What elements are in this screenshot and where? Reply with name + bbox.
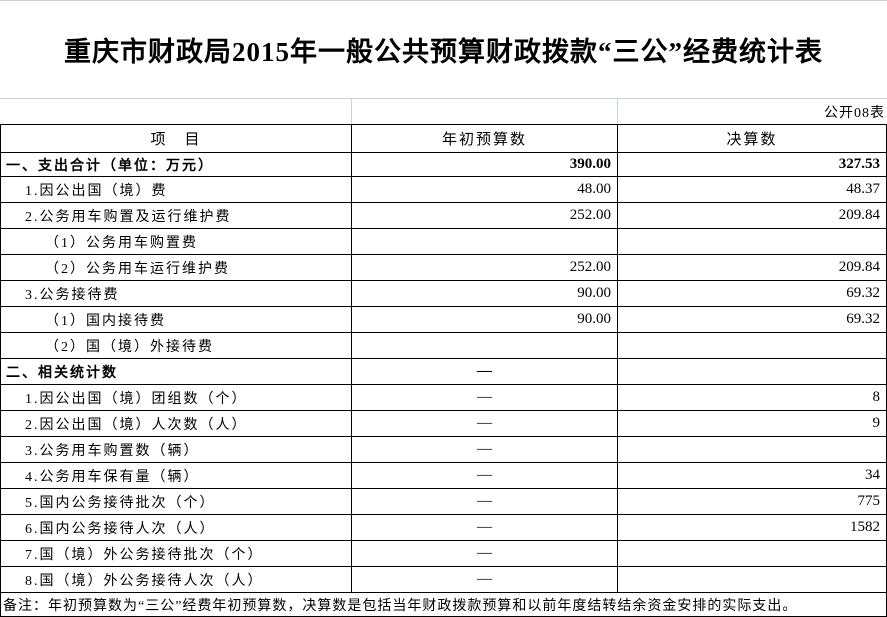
row-label: 1.因公出国（境）团组数（个） (1, 385, 352, 410)
final-value (618, 567, 886, 592)
table-row: （2）国（境）外接待费 (1, 333, 886, 359)
final-value: 69.32 (846, 285, 880, 301)
budget-value: — (352, 489, 618, 514)
final-value (618, 333, 886, 358)
table-row: 2.因公出国（境）人次数（人） — 9 (1, 411, 886, 437)
table-row: 二、相关统计数 — (1, 359, 886, 385)
pretable-cell-empty (352, 99, 618, 124)
row-label: 一、支出合计（单位：万元） (1, 153, 352, 176)
table-row: 2.公务用车购置及运行维护费 252.00 209.84 (1, 203, 886, 229)
budget-value: — (352, 411, 618, 436)
row-label: 5.国内公务接待批次（个） (1, 489, 352, 514)
final-value: 34 (865, 467, 880, 483)
row-label: （1）公务用车购置费 (1, 229, 352, 254)
table-row: （1）公务用车购置费 (1, 229, 886, 255)
row-label: 二、相关统计数 (1, 359, 352, 384)
table-row: 3.公务接待费 90.00 69.32 (1, 281, 886, 307)
table-row: 一、支出合计（单位：万元） 390.00 327.53 (1, 153, 886, 177)
row-label: 6.国内公务接待人次（人） (1, 515, 352, 540)
budget-value: — (352, 541, 618, 566)
budget-value: — (352, 463, 618, 488)
budget-value: 90.00 (352, 307, 618, 332)
row-label: （1）国内接待费 (1, 307, 352, 332)
pretable-cell-empty (0, 99, 352, 124)
pretable-gridline-row: 公开08表 (0, 98, 887, 124)
budget-value: — (352, 385, 618, 410)
header-final-column: 决算数 (726, 132, 778, 148)
table-row: （1）国内接待费 90.00 69.32 (1, 307, 886, 333)
budget-value: 390.00 (352, 153, 618, 176)
budget-value: 252.00 (352, 255, 618, 280)
final-value: 69.32 (846, 311, 880, 327)
table-code-label: 公开08表 (824, 105, 885, 121)
row-label: （2）公务用车运行维护费 (1, 255, 352, 280)
table-row: （2）公务用车运行维护费 252.00 209.84 (1, 255, 886, 281)
budget-value: 90.00 (352, 281, 618, 306)
table-header-row: 项 目 年初预算数 决算数 (1, 125, 886, 153)
budget-value: 252.00 (352, 203, 618, 228)
final-value: 48.37 (846, 181, 880, 197)
table-rows: 一、支出合计（单位：万元） 390.00 327.53 1.因公出国（境）费 48.00… (1, 153, 886, 593)
row-label: 1.因公出国（境）费 (1, 177, 352, 202)
table-row: 3.公务用车购置数（辆） — (1, 437, 886, 463)
table-row: 5.国内公务接待批次（个） — 775 (1, 489, 886, 515)
row-label: 7.国（境）外公务接待批次（个） (1, 541, 352, 566)
budget-value: — (352, 515, 618, 540)
header-budget-column: 年初预算数 (352, 125, 618, 152)
final-value: 775 (857, 493, 881, 509)
final-value: 9 (872, 415, 881, 431)
row-label: 3.公务用车购置数（辆） (1, 437, 352, 462)
final-value: 1582 (850, 519, 880, 535)
row-label: 2.因公出国（境）人次数（人） (1, 411, 352, 436)
row-label: 2.公务用车购置及运行维护费 (1, 203, 352, 228)
final-value: 327.53 (838, 156, 880, 172)
budget-value: 48.00 (352, 177, 618, 202)
budget-value: — (352, 437, 618, 462)
final-value (618, 541, 886, 566)
table-row: 1.因公出国（境）费 48.00 48.37 (1, 177, 886, 203)
row-label: 8.国（境）外公务接待人次（人） (1, 567, 352, 592)
final-value: 8 (872, 389, 881, 405)
row-label: 4.公务用车保有量（辆） (1, 463, 352, 488)
row-label: 3.公务接待费 (1, 281, 352, 306)
footnote-text: 备注：年初预算数为“三公”经费年初预算数，决算数是包括当年财政拨款预算和以前年度… (3, 599, 798, 614)
row-label: （2）国（境）外接待费 (1, 333, 352, 358)
table-row: 4.公务用车保有量（辆） — 34 (1, 463, 886, 489)
final-value: 209.84 (838, 207, 880, 223)
table-row: 8.国（境）外公务接待人次（人） — (1, 567, 886, 593)
footnote-row: 备注：年初预算数为“三公”经费年初预算数，决算数是包括当年财政拨款预算和以前年度… (1, 593, 886, 616)
header-item-column: 项 目 (1, 125, 352, 152)
final-value (618, 359, 886, 384)
final-value (618, 437, 886, 462)
budget-value: — (352, 359, 618, 384)
expense-table: 项 目 年初预算数 决算数 一、支出合计（单位：万元） 390.00 327.53 1… (0, 124, 887, 617)
final-value (618, 229, 886, 254)
page-title: 重庆市财政局2015年一般公共预算财政拨款“三公”经费统计表 (64, 37, 823, 67)
budget-value (352, 229, 618, 254)
table-row: 1.因公出国（境）团组数（个） — 8 (1, 385, 886, 411)
budget-value (352, 333, 618, 358)
final-value: 209.84 (838, 259, 880, 275)
budget-value: — (352, 567, 618, 592)
table-row: 6.国内公务接待人次（人） — 1582 (1, 515, 886, 541)
table-row: 7.国（境）外公务接待批次（个） — (1, 541, 886, 567)
